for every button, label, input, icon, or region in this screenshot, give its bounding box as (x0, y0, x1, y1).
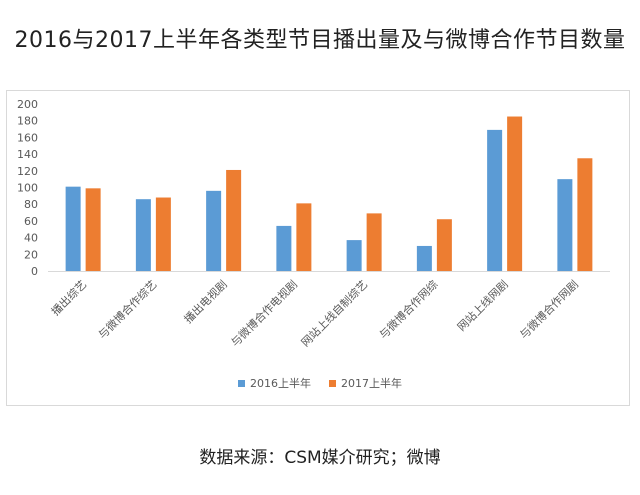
bar-2017-2 (226, 169, 242, 271)
legend: 2016上半年 2017上半年 (0, 375, 640, 391)
x-tick-label: 网站上线自制综艺 (298, 277, 370, 349)
y-tick-label: 40 (24, 232, 38, 245)
y-tick-label: 200 (17, 98, 38, 111)
bar-2017-0 (85, 188, 101, 271)
legend-label-2016: 2016上半年 (250, 377, 311, 390)
legend-swatch-2017 (329, 379, 336, 387)
legend-swatch-2016 (238, 379, 245, 387)
bar-2016-4 (346, 240, 362, 271)
y-tick-label: 180 (17, 115, 38, 128)
legend-item-2017: 2017上半年 (329, 375, 402, 391)
x-tick-label: 播出综艺 (48, 277, 89, 318)
chart-frame (6, 90, 630, 406)
x-tick-label: 播出电视剧 (181, 277, 230, 326)
bar-2016-0 (65, 186, 81, 271)
bar-2017-6 (507, 116, 523, 272)
data-source-note: 数据来源：CSM媒介研究；微博 (199, 448, 441, 468)
y-tick-label: 20 (24, 248, 38, 261)
x-tick-label: 与微博合作网综 (376, 277, 440, 341)
bar-2016-6 (487, 129, 503, 271)
bar-2017-4 (366, 213, 382, 271)
y-tick-label: 120 (17, 165, 38, 178)
bar-2017-1 (155, 197, 171, 271)
x-tick-label: 网站上线网剧 (454, 277, 511, 334)
bar-2017-5 (436, 219, 452, 271)
bar-2017-7 (577, 158, 593, 271)
x-tick-label: 与微博合作电视剧 (228, 277, 300, 349)
chart-title: 2016与2017上半年各类型节目播出量及与微博合作节目数量 (14, 28, 626, 53)
bar-2016-5 (416, 245, 432, 271)
bar-2016-1 (135, 199, 151, 271)
bar-2016-3 (276, 225, 292, 271)
x-tick-label: 与微博合作网剧 (517, 277, 581, 341)
y-tick-label: 160 (17, 131, 38, 144)
legend-item-2016: 2016上半年 (238, 375, 311, 391)
y-tick-label: 0 (31, 265, 38, 278)
x-tick-label: 与微博合作综艺 (95, 277, 159, 341)
y-tick-label: 60 (24, 215, 38, 228)
y-tick-label: 140 (17, 148, 38, 161)
y-tick-label: 100 (17, 182, 38, 195)
bar-2016-2 (206, 190, 222, 271)
y-tick-label: 80 (24, 198, 38, 211)
bar-2017-3 (296, 203, 312, 271)
legend-label-2017: 2017上半年 (341, 377, 402, 390)
bar-2016-7 (557, 179, 573, 271)
